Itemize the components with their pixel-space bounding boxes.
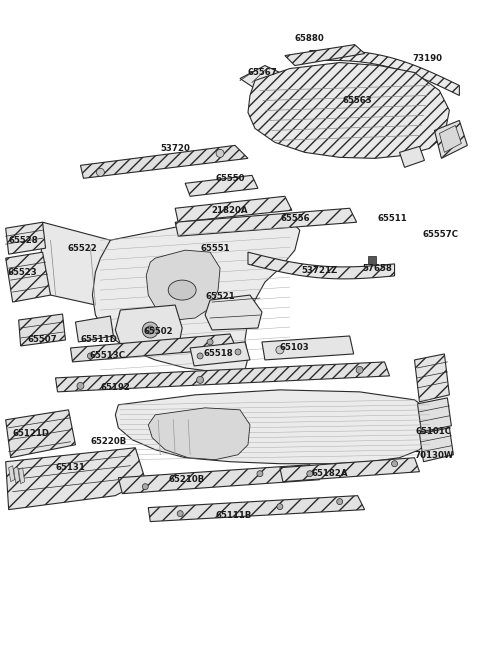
- Polygon shape: [81, 146, 248, 178]
- Circle shape: [197, 377, 204, 383]
- Circle shape: [207, 339, 213, 345]
- Text: 65192: 65192: [100, 383, 130, 392]
- Circle shape: [142, 483, 148, 489]
- Polygon shape: [13, 466, 20, 483]
- Polygon shape: [6, 448, 145, 510]
- Circle shape: [235, 349, 241, 355]
- Polygon shape: [56, 362, 390, 392]
- Polygon shape: [262, 336, 354, 360]
- Text: 65220B: 65220B: [90, 438, 127, 446]
- Polygon shape: [418, 398, 451, 432]
- Text: 65111B: 65111B: [216, 511, 252, 520]
- Text: 65511D: 65511D: [81, 335, 118, 344]
- Polygon shape: [75, 316, 113, 342]
- Polygon shape: [175, 196, 292, 222]
- Polygon shape: [19, 468, 24, 483]
- Text: 65521: 65521: [205, 291, 235, 300]
- Polygon shape: [148, 496, 365, 522]
- Polygon shape: [148, 408, 250, 460]
- Polygon shape: [119, 464, 320, 494]
- Circle shape: [356, 367, 363, 373]
- Circle shape: [142, 322, 158, 338]
- Polygon shape: [310, 51, 459, 96]
- Polygon shape: [6, 252, 50, 302]
- Circle shape: [392, 461, 397, 466]
- Circle shape: [87, 353, 94, 359]
- Polygon shape: [434, 121, 468, 158]
- Text: 65513C: 65513C: [89, 352, 125, 360]
- Text: 65518: 65518: [203, 350, 233, 358]
- Ellipse shape: [168, 280, 196, 300]
- Circle shape: [197, 353, 203, 359]
- Polygon shape: [185, 175, 258, 196]
- Polygon shape: [248, 62, 449, 158]
- Polygon shape: [19, 314, 65, 346]
- Text: 65557C: 65557C: [422, 230, 458, 239]
- Polygon shape: [175, 208, 357, 236]
- Polygon shape: [240, 66, 280, 89]
- Text: 57658: 57658: [363, 264, 393, 273]
- Polygon shape: [93, 218, 300, 372]
- Polygon shape: [415, 354, 449, 402]
- Text: 65528: 65528: [9, 236, 38, 245]
- Text: 21820A: 21820A: [212, 206, 248, 215]
- Text: 65550: 65550: [215, 174, 245, 183]
- Polygon shape: [248, 252, 395, 279]
- Text: 65880: 65880: [295, 34, 324, 43]
- Polygon shape: [399, 146, 424, 167]
- Polygon shape: [41, 222, 119, 310]
- Polygon shape: [420, 428, 454, 462]
- Circle shape: [216, 150, 224, 157]
- Polygon shape: [115, 390, 434, 464]
- Circle shape: [77, 382, 84, 390]
- Text: 53721Z: 53721Z: [301, 266, 338, 275]
- Polygon shape: [71, 334, 236, 362]
- Polygon shape: [9, 466, 15, 482]
- Polygon shape: [190, 342, 250, 366]
- Text: 65131: 65131: [56, 463, 85, 472]
- Text: 73190: 73190: [412, 54, 443, 63]
- Text: 65567: 65567: [248, 68, 278, 77]
- Circle shape: [307, 471, 313, 477]
- Circle shape: [257, 471, 263, 477]
- Text: 65182A: 65182A: [312, 469, 348, 478]
- Text: 65101C: 65101C: [415, 427, 451, 436]
- Polygon shape: [115, 305, 182, 350]
- Polygon shape: [280, 458, 420, 482]
- Text: 65502: 65502: [144, 327, 173, 337]
- Text: 65556: 65556: [280, 214, 310, 223]
- Text: 53720: 53720: [160, 144, 190, 153]
- Text: 65507: 65507: [28, 335, 58, 344]
- Text: 65563: 65563: [343, 96, 372, 105]
- Text: 70130W: 70130W: [415, 451, 454, 461]
- Circle shape: [177, 510, 183, 516]
- Polygon shape: [205, 295, 262, 330]
- Polygon shape: [6, 410, 75, 458]
- Polygon shape: [285, 45, 365, 66]
- Polygon shape: [6, 222, 46, 254]
- Text: 65523: 65523: [8, 268, 37, 277]
- Text: 65551: 65551: [200, 243, 230, 253]
- Text: 65210B: 65210B: [168, 475, 204, 484]
- Circle shape: [96, 169, 104, 176]
- Bar: [368, 256, 376, 264]
- Polygon shape: [146, 250, 220, 320]
- Circle shape: [146, 326, 154, 334]
- Text: 65103: 65103: [280, 344, 310, 352]
- Circle shape: [277, 504, 283, 510]
- Circle shape: [276, 346, 284, 354]
- Polygon shape: [439, 125, 461, 152]
- Circle shape: [336, 499, 343, 504]
- Text: 65511: 65511: [378, 214, 408, 223]
- Text: 65121D: 65121D: [12, 429, 49, 438]
- Text: 65522: 65522: [68, 243, 97, 253]
